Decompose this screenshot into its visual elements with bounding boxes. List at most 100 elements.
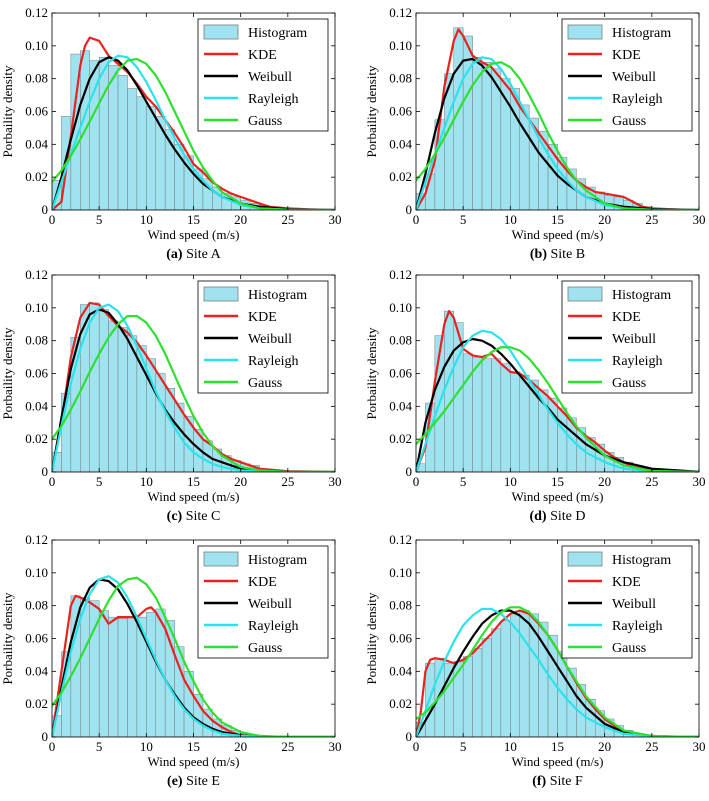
series-line-gauss [416,61,699,210]
y-tick-label: 0.02 [25,431,48,446]
series-line-gauss [416,606,699,737]
x-tick-label: 25 [281,474,294,489]
x-tick-label: 10 [504,212,517,227]
legend-label-rayleigh: Rayleigh [248,92,299,107]
histogram-bar [462,353,473,472]
x-tick-label: 25 [645,212,658,227]
chart-panel-c: 0 5 10 15 20 25 30 0 0.02 0.04 0.06 0.08 0.10 0.12 Win… [0,267,342,524]
legend-label-gauss: Gauss [248,114,282,129]
histogram-bar [117,618,128,737]
chart-panel-b: 0 5 10 15 20 25 30 0 0.02 0.04 0.06 0.08 0.10 0.12 Win… [364,5,706,262]
x-tick-label: 0 [49,739,56,754]
legend-label-rayleigh: Rayleigh [248,354,299,369]
x-tick-label: 10 [140,739,153,754]
y-tick-label: 0.08 [25,71,48,86]
x-tick-label: 5 [460,739,467,754]
histogram-bar [98,610,109,737]
x-tick-label: 0 [413,739,420,754]
y-axis-label: Porbaility density [0,327,15,420]
x-tick-label: 0 [49,474,56,489]
panel-caption: (f) Site F [532,774,583,789]
x-tick-label: 20 [234,739,247,754]
chart-panel-a: 0 5 10 15 20 25 30 0 0.02 0.04 0.06 0.08 0.10 0.12 Win… [0,5,342,262]
legend-swatch-histogram [567,24,603,40]
y-tick-label: 0.04 [25,663,48,678]
x-tick-label: 30 [693,739,706,754]
histogram-bar [98,309,109,472]
legend-label-kde: KDE [248,575,277,590]
y-tick-label: 0.04 [389,136,412,151]
histogram-bar [481,638,492,737]
panel-tag: (d) [529,509,546,524]
x-tick-label: 30 [329,474,342,489]
legend-label-rayleigh: Rayleigh [612,619,663,634]
legend-label-weibull: Weibull [612,70,656,85]
y-tick-label: 0.06 [25,631,48,646]
legend: Histogram KDE Weibull Rayleigh Gauss [561,545,693,659]
histogram-bar [557,407,568,472]
y-tick-label: 0 [406,729,413,744]
legend-label-rayleigh: Rayleigh [612,354,663,369]
histogram-bar [146,611,157,737]
y-tick-label: 0 [42,202,49,217]
histogram-bar [444,662,454,737]
legend-label-gauss: Gauss [612,114,646,129]
y-tick-label: 0.06 [25,104,48,119]
y-tick-label: 0.04 [389,663,412,678]
legend-label-rayleigh: Rayleigh [248,619,299,634]
histogram-bar [80,597,90,737]
histogram-bar [500,620,511,737]
x-tick-label: 25 [281,212,294,227]
series-line-rayleigh [416,607,699,737]
y-tick-label: 0.02 [389,696,412,711]
y-tick-label: 0.02 [25,696,48,711]
panel-caption-text: Site C [186,509,221,524]
legend-label-histogram: Histogram [248,288,307,303]
series-line-rayleigh [416,329,699,472]
series-line-kde [52,301,335,472]
histogram-bar [117,75,128,210]
histogram-bar [462,656,473,737]
legend-swatch-histogram [203,24,239,40]
legend: Histogram KDE Weibull Rayleigh Gauss [197,545,329,659]
chart-panel-d: 0 5 10 15 20 25 30 0 0.02 0.04 0.06 0.08 0.10 0.12 Win… [364,267,706,524]
x-tick-label: 30 [329,739,342,754]
y-tick-label: 0.08 [389,71,412,86]
panel-tag: (a) [166,247,183,262]
x-tick-label: 5 [96,212,103,227]
legend-label-gauss: Gauss [612,641,646,656]
legend-label-gauss: Gauss [248,641,282,656]
x-tick-label: 15 [187,212,200,227]
y-tick-label: 0.12 [25,267,48,282]
panel-caption-text: Site D [550,509,585,524]
panel-caption: (e) Site E [167,774,220,789]
series-line-weibull [416,337,699,472]
y-tick-label: 0.04 [25,136,48,151]
y-tick-label: 0.12 [389,267,412,282]
x-tick-label: 20 [598,739,611,754]
y-tick-label: 0.12 [25,5,48,20]
histogram-bar [444,310,454,472]
histogram-bar [108,65,119,210]
x-tick-label: 10 [140,474,153,489]
y-axis-label: Porbaility density [0,592,15,685]
y-tick-label: 0.06 [389,366,412,381]
x-axis-label: Wind speed (m/s) [148,227,240,242]
histogram-bar [491,628,502,737]
series-line-rayleigh [52,575,335,737]
panel-caption: (a) Site A [166,247,221,262]
y-tick-label: 0.10 [25,38,48,53]
x-tick-label: 0 [413,474,420,489]
histogram-bars [416,27,699,210]
y-tick-label: 0 [42,464,49,479]
legend-label-kde: KDE [612,310,641,325]
y-tick-label: 0 [42,729,49,744]
panel-caption-text: Site A [186,247,222,262]
x-axis-label: Wind speed (m/s) [512,489,604,504]
legend-label-histogram: Histogram [248,553,307,568]
histogram-bar [117,327,128,472]
histogram-bar [500,363,511,472]
histogram-bar [136,96,147,210]
x-tick-label: 20 [598,474,611,489]
x-tick-label: 5 [460,474,467,489]
